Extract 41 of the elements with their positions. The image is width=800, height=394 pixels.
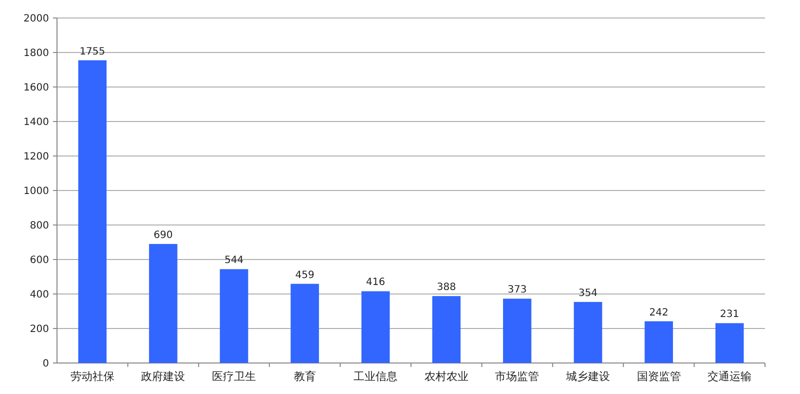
y-tick-label: 1000	[24, 186, 49, 197]
data-label: 544	[224, 255, 244, 266]
y-tick-label: 200	[30, 324, 49, 335]
x-tick-label: 劳动社保	[70, 370, 114, 383]
data-label: 690	[154, 230, 173, 241]
data-label: 1755	[80, 46, 106, 58]
y-tick-label: 0	[42, 358, 49, 370]
y-tick-label: 1800	[24, 48, 49, 59]
bar	[361, 291, 390, 363]
data-label: 242	[649, 307, 668, 318]
y-tick-label: 2000	[24, 14, 49, 24]
x-tick-label: 市场监管	[495, 370, 540, 383]
data-label: 459	[295, 270, 314, 281]
y-tick-label: 800	[30, 220, 49, 232]
data-label: 354	[578, 288, 598, 299]
bar	[432, 296, 461, 363]
x-tick-label: 工业信息	[354, 370, 398, 383]
data-label: 231	[720, 309, 740, 320]
x-tick-label: 医疗卫生	[212, 370, 256, 383]
y-tick-label: 400	[30, 290, 49, 300]
data-label: 416	[366, 277, 386, 288]
data-label: 373	[508, 284, 527, 296]
x-tick-label: 农村农业	[424, 370, 468, 383]
bar	[220, 269, 248, 363]
x-tick-label: 国资监管	[636, 370, 681, 383]
x-tick-label: 教育	[294, 370, 316, 383]
bar	[290, 284, 319, 363]
y-tick-label: 600	[30, 255, 49, 266]
y-tick-label: 1400	[24, 117, 49, 128]
x-tick-label: 交通运输	[708, 370, 752, 383]
data-label: 388	[436, 282, 456, 294]
bar	[715, 323, 744, 363]
x-tick-label: 政府建设	[141, 370, 186, 383]
bar	[644, 321, 673, 363]
bar	[574, 302, 602, 363]
x-tick-label: 城乡建设	[565, 370, 610, 383]
y-tick-label: 1600	[24, 82, 49, 94]
bar	[503, 298, 532, 363]
y-tick-label: 1200	[24, 152, 49, 162]
bar	[78, 60, 107, 363]
bar	[149, 244, 178, 363]
